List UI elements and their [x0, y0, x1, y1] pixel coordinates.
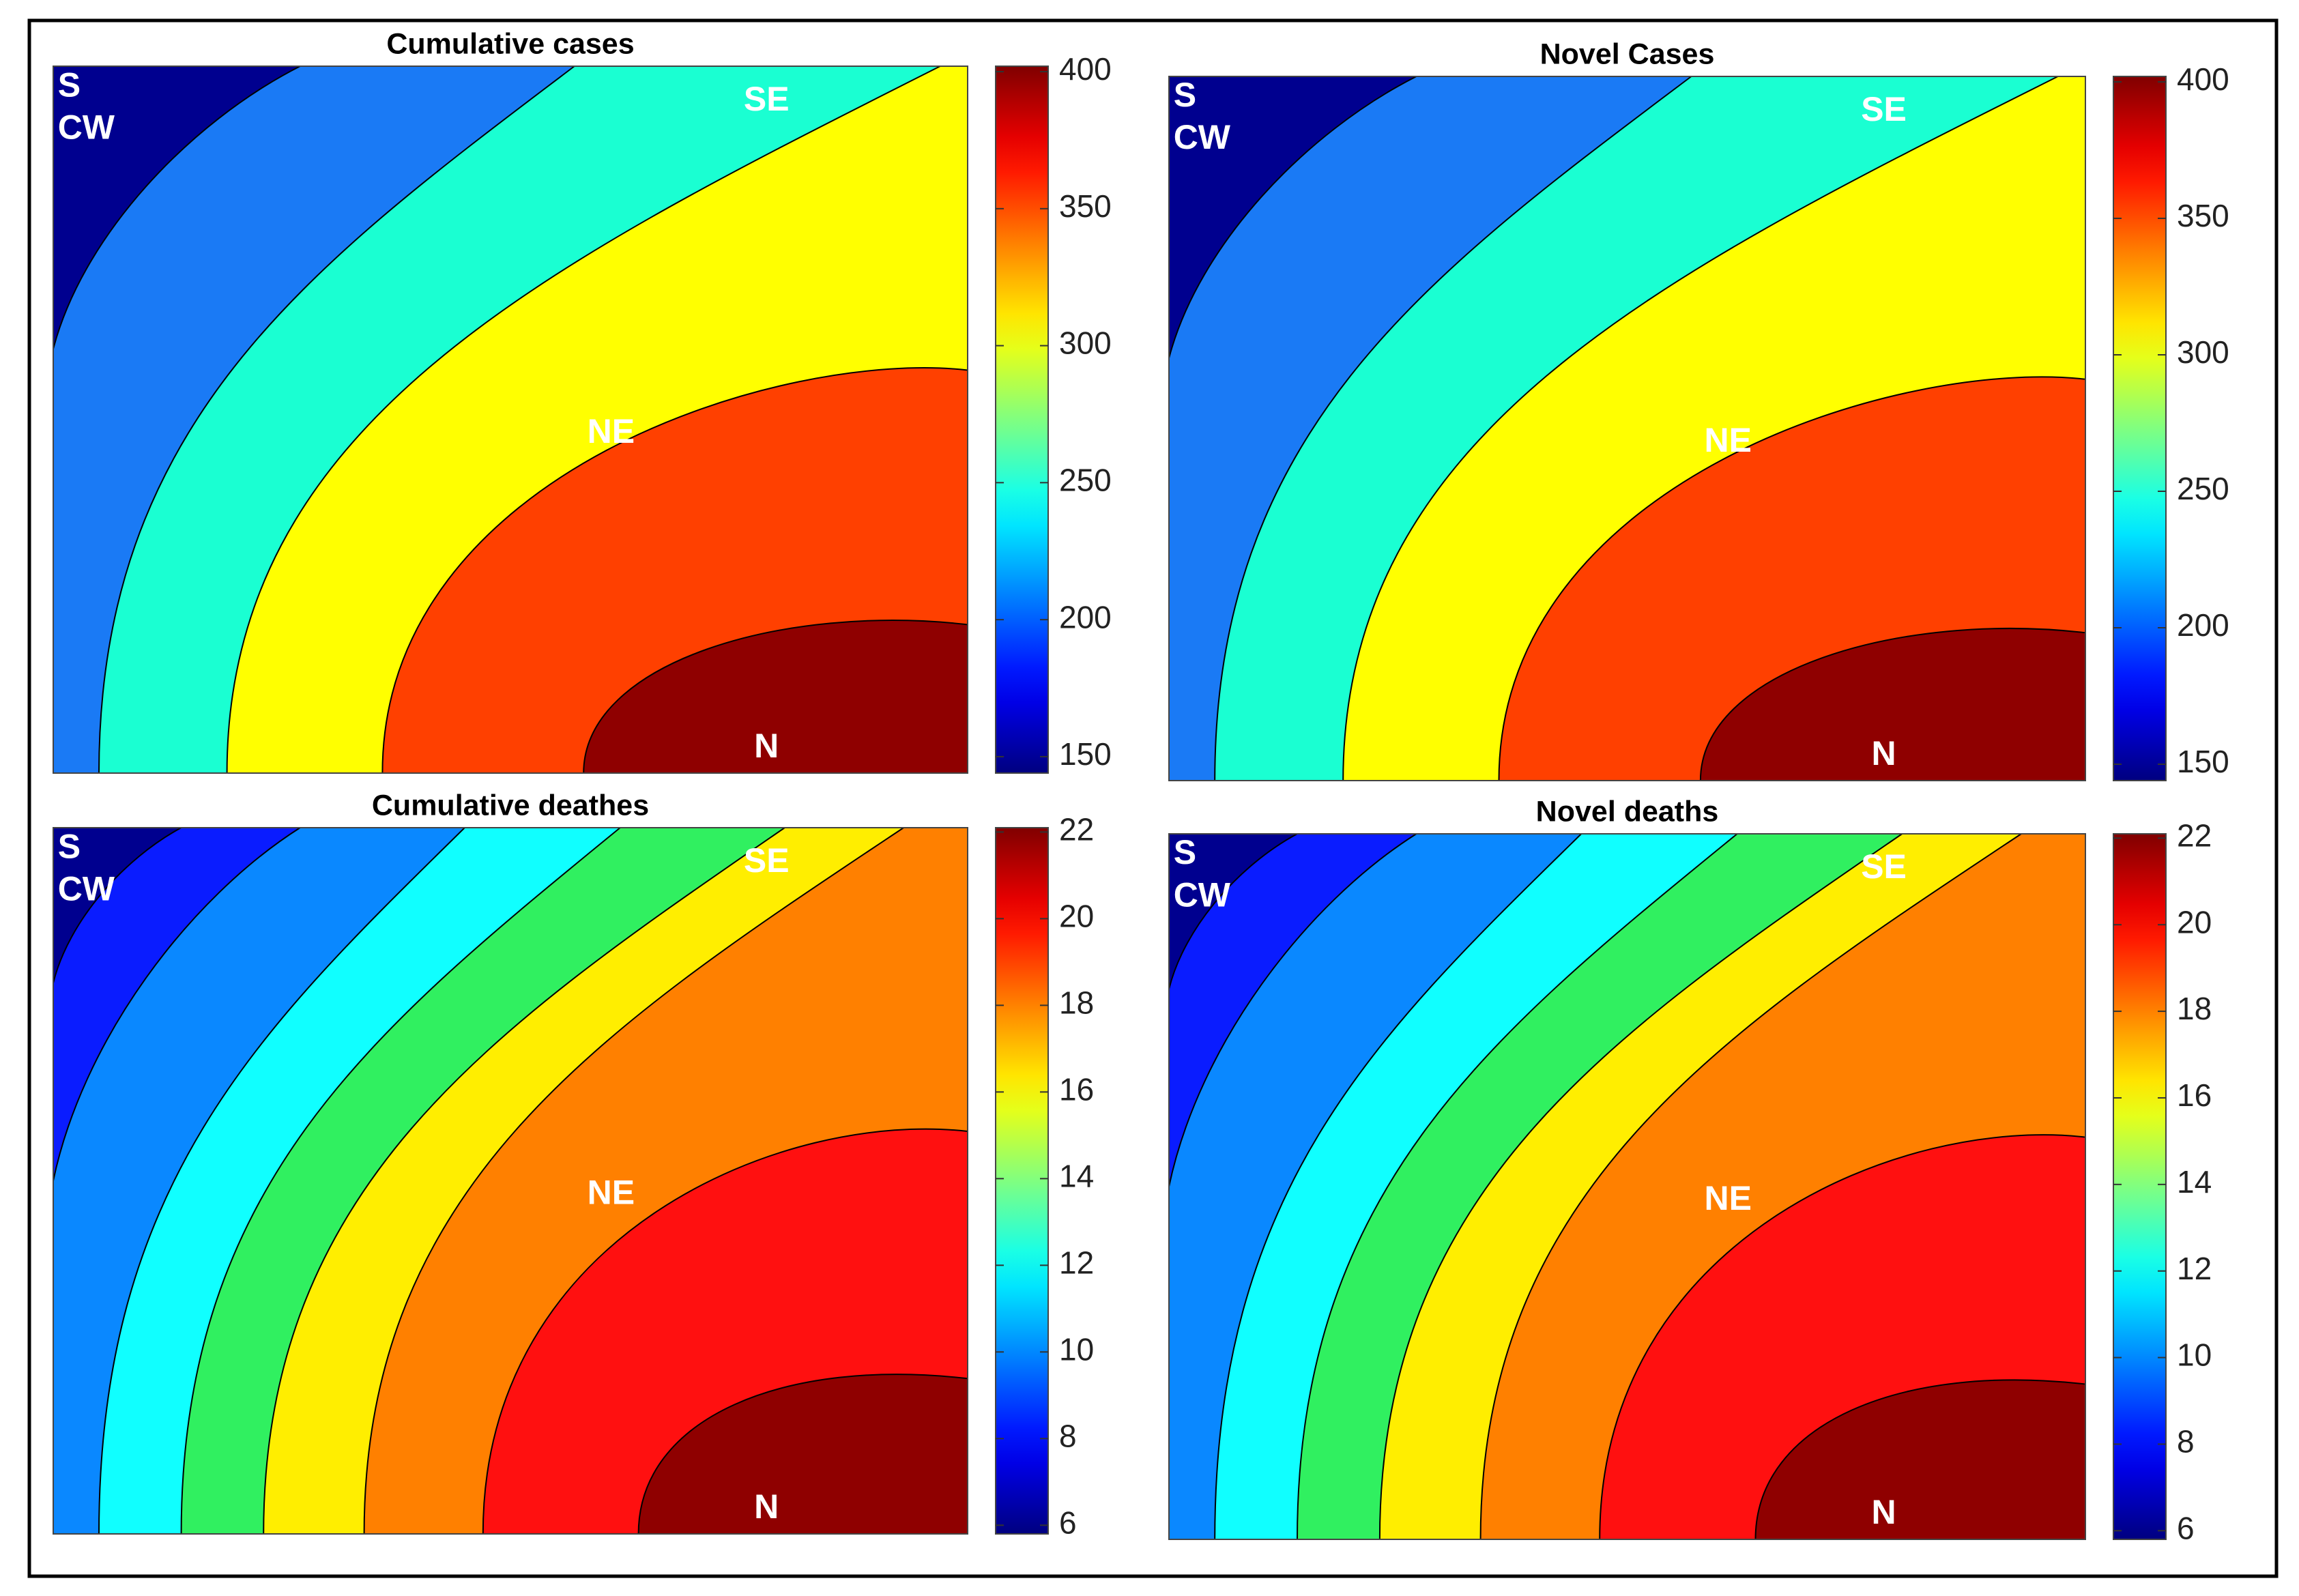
contour-band [583, 620, 968, 774]
colorbar-tick-label: 12 [1059, 1245, 1094, 1280]
colorbar-tick-label: 14 [1059, 1158, 1094, 1193]
plot-frame [53, 66, 968, 774]
region-label: SE [744, 841, 790, 880]
region-label: N [1871, 734, 1896, 772]
colorbar-tick-label: 12 [2177, 1251, 2212, 1286]
colorbar-tick-label: 200 [1059, 599, 1112, 635]
region-label: SE [1861, 90, 1907, 128]
region-label: SE [744, 80, 790, 118]
contour-band [637, 1374, 968, 1535]
colorbar-tick-label: 20 [2177, 904, 2212, 940]
region-label: CW [1174, 118, 1231, 156]
colorbar-tick-label: 300 [1059, 325, 1112, 361]
colorbar-tick-label: 250 [2177, 471, 2229, 506]
region-label: NE [588, 412, 635, 450]
colorbar [995, 827, 1049, 1535]
figure-border [27, 18, 2279, 1578]
region-label: NE [588, 1173, 635, 1211]
colorbar-tick-label: 250 [1059, 463, 1112, 498]
colorbar-tick-label: 400 [1059, 51, 1112, 87]
colorbar-tick-label: 6 [1059, 1505, 1077, 1540]
plot-frame [1168, 833, 2086, 1540]
colorbar [995, 66, 1049, 774]
region-label: SE [1861, 847, 1907, 886]
colorbar-tick-label: 18 [1059, 985, 1094, 1020]
colorbar-tick-label: 20 [1059, 898, 1094, 933]
region-label: S [58, 66, 81, 104]
contour-panel [1168, 833, 2086, 1540]
colorbar-tick-label: 6 [2177, 1510, 2195, 1546]
colorbar-tick-label: 14 [2177, 1164, 2212, 1200]
contour-band [1699, 628, 2086, 781]
colorbar-tick-label: 18 [2177, 991, 2212, 1026]
region-label: S [1174, 76, 1196, 114]
panel-title: Novel deaths [1536, 795, 1719, 828]
region-label: CW [1174, 875, 1231, 914]
colorbar-tick-label: 10 [2177, 1337, 2212, 1373]
plot-frame [53, 827, 968, 1535]
contour-panel [53, 66, 968, 774]
colorbar-tick-label: 8 [1059, 1418, 1077, 1453]
colorbar-tick-label: 16 [1059, 1071, 1094, 1107]
region-label: N [754, 1488, 779, 1526]
panel-title: Novel Cases [1540, 38, 1715, 70]
region-label: S [1174, 833, 1196, 871]
colorbar-tick-label: 350 [2177, 198, 2229, 233]
colorbar [2113, 76, 2167, 781]
colorbar-tick-label: 350 [1059, 188, 1112, 224]
panel-title: Cumulative cases [386, 27, 634, 60]
region-label: NE [1704, 1179, 1751, 1217]
region-label: N [754, 727, 779, 765]
contour-panel [1168, 76, 2086, 781]
region-label: CW [58, 108, 115, 146]
region-label: S [58, 827, 81, 865]
colorbar-tick-label: 400 [2177, 61, 2229, 97]
colorbar-tick-label: 150 [1059, 736, 1112, 772]
contour-band [1754, 1379, 2086, 1540]
colorbar-tick-label: 22 [1059, 812, 1094, 847]
colorbar-tick-label: 8 [2177, 1424, 2195, 1460]
colorbar-tick-label: 300 [2177, 334, 2229, 370]
colorbar-tick-label: 10 [1059, 1331, 1094, 1367]
plot-frame [1168, 76, 2086, 781]
colorbar-tick-label: 200 [2177, 607, 2229, 643]
colorbar-tick-label: 22 [2177, 817, 2212, 853]
contour-panel [53, 827, 968, 1535]
region-label: CW [58, 869, 115, 908]
region-label: N [1871, 1493, 1896, 1531]
panel-title: Cumulative deathes [372, 789, 649, 822]
region-label: NE [1704, 421, 1751, 459]
colorbar-tick-label: 150 [2177, 744, 2229, 779]
colorbar [2113, 833, 2167, 1540]
colorbar-tick-label: 16 [2177, 1077, 2212, 1113]
